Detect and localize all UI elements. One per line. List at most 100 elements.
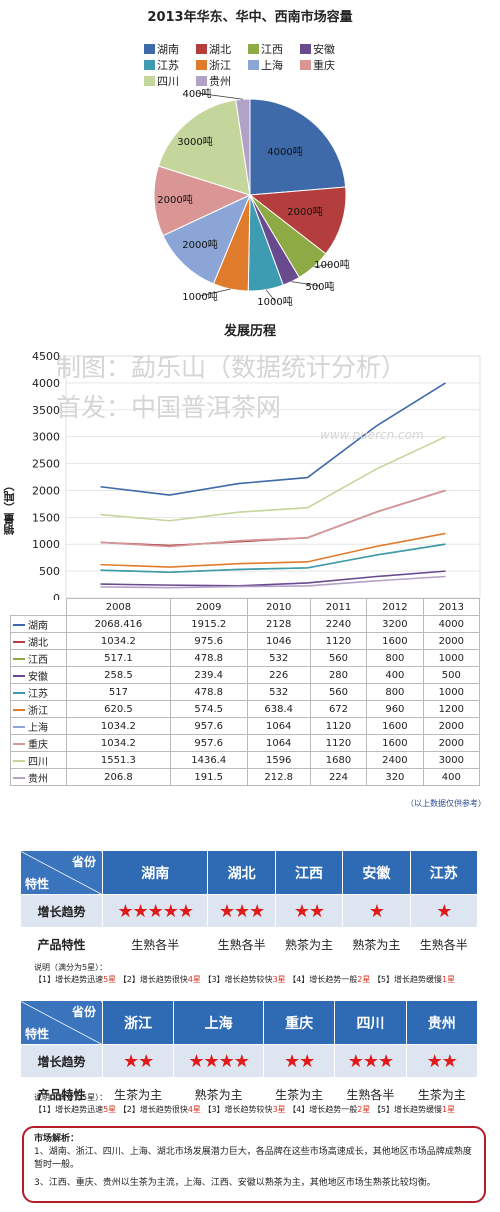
table-cell: 1120 [309, 632, 368, 650]
table-cell: 191.5 [169, 768, 248, 786]
growth-stars: ★★ [262, 1044, 336, 1078]
series-line [100, 575, 446, 589]
pie-leader-line [196, 92, 243, 100]
series-line [100, 570, 446, 587]
x-tick-label: 2011 [309, 598, 368, 616]
legend-label: 湖南 [157, 43, 179, 56]
series-line [100, 532, 446, 568]
star-legend-item: 【5】增长趋势缓慢1星 [373, 1105, 455, 1114]
table-row: 四川 1551.3 1436.4 1596 1680 2400 3000 [10, 751, 481, 769]
star-legend-item: 【2】增长趋势很快4星 [119, 975, 204, 984]
growth-stars: ★★ [274, 894, 344, 928]
star-legend-item: 【3】增长趋势较快3星 [203, 1105, 288, 1114]
table-cell: 560 [309, 649, 368, 667]
table-corner [10, 598, 67, 616]
legend-item: 浙江 [196, 58, 248, 74]
series-swatch [13, 708, 25, 711]
province-header: 湖南 [101, 850, 209, 895]
legend-item: 江西 [248, 42, 300, 58]
table-cell: 258.5 [66, 666, 171, 684]
star-legend-count: 3星 [272, 1105, 286, 1114]
province-header: 四川 [334, 1000, 407, 1045]
table-row: 江苏 517 478.8 532 560 800 1000 [10, 683, 481, 701]
series-label: 江西 [10, 649, 67, 667]
growth-row-label: 增长趋势 [20, 1044, 103, 1078]
pie-slice-label: 500吨 [305, 280, 334, 293]
watermark-author: 制图：勐乐山（数据统计分析） [56, 353, 407, 382]
product-type: 生茶为主 [101, 1077, 175, 1111]
analysis-point-1: 1、湖南、浙江、四川、上海、湖北市场发展潜力巨大，各品牌在这些市场高速成长，其他… [34, 1147, 472, 1170]
series-label: 浙江 [10, 700, 67, 718]
series-label: 江苏 [10, 683, 67, 701]
type-row-label: 产品特性 [20, 1077, 103, 1111]
table-cell: 1034.2 [66, 632, 171, 650]
table-row: 安徽 258.5 239.4 226 280 400 500 [10, 666, 481, 684]
table-row: 上海 1034.2 957.6 1064 1120 1600 2000 [10, 717, 481, 735]
pie-slice-label: 2000吨 [287, 205, 322, 218]
series-label: 贵州 [10, 768, 67, 786]
trait-table-2: 省份 特性 浙江 上海 重庆 四川 贵州 增长趋势 ★★ ★★★★ ★★ ★★★ ★★ 产品特性 生茶为主熟… [20, 1000, 479, 1111]
pie-chart-title: 2013年华东、华中、西南市场容量 [147, 10, 353, 25]
table-cell: 400 [422, 768, 481, 786]
growth-stars: ★ [409, 894, 479, 928]
province-header: 江西 [274, 850, 344, 895]
growth-row: 增长趋势 ★★ ★★★★ ★★ ★★★ ★★ [20, 1044, 479, 1078]
analysis-point-2: 3、江西、重庆、贵州以生茶为主流，上海、江西、安徽以熟茶为主，其他地区市场生熟茶… [34, 1178, 436, 1188]
legend-swatch [248, 44, 259, 54]
table-cell: 800 [366, 649, 424, 667]
data-table: 2008 2009 2010 2011 2012 2013 湖南 2068.416 1915.2… [10, 598, 481, 786]
province-header: 江苏 [409, 850, 479, 895]
table-cell: 957.6 [169, 717, 248, 735]
star-legend-item: 【3】增长趋势较快3星 [203, 975, 288, 984]
series-line [100, 489, 446, 548]
x-tick-label: 2008 [66, 598, 171, 616]
table-cell: 960 [366, 700, 424, 718]
table-cell: 1034.2 [66, 734, 171, 752]
star-legend-item: 【5】增长趋势缓慢1星 [373, 975, 455, 984]
series-swatch [13, 674, 25, 677]
legend-swatch [196, 44, 207, 54]
table-cell: 1680 [309, 751, 368, 769]
star-legend-text: 【5】增长趋势缓慢 [372, 1105, 443, 1114]
series-swatch [13, 776, 25, 779]
corner-cell: 省份 特性 [20, 850, 103, 895]
table-cell: 1046 [246, 632, 311, 650]
legend-item: 四川 [144, 74, 196, 90]
x-tick-label: 2009 [169, 598, 248, 616]
pie-leader-line [199, 288, 231, 297]
series-name: 重庆 [28, 739, 48, 751]
table-cell: 1551.3 [66, 751, 171, 769]
star-legend-count: 5星 [103, 975, 117, 984]
table-cell: 1000 [422, 649, 481, 667]
legend-item: 湖北 [196, 42, 248, 58]
star-legend-text: 【4】增长趋势一般 [288, 1105, 358, 1114]
legend-item: 江苏 [144, 58, 196, 74]
legend-label: 重庆 [313, 59, 335, 72]
y-tick-label: 1000 [32, 538, 60, 551]
table-cell: 2000 [422, 734, 481, 752]
star-legend-text: 【2】增长趋势很快 [118, 1105, 188, 1114]
x-tick-label: 2013 [422, 598, 481, 616]
table-cell: 1600 [366, 632, 424, 650]
table-cell: 224 [309, 768, 368, 786]
corner-province-label: 省份 [71, 1005, 96, 1019]
growth-stars: ★★★★ [173, 1044, 264, 1078]
pie-leader-line [265, 289, 276, 302]
star-legend-text: 【1】增长趋势迅速 [34, 975, 104, 984]
legend-item: 重庆 [300, 58, 352, 74]
series-line [100, 543, 446, 574]
table-cell: 478.8 [169, 649, 248, 667]
growth-stars: ★★ [101, 1044, 175, 1078]
series-name: 上海 [28, 722, 48, 734]
star-legend-item: 【4】增长趋势一般2星 [288, 975, 373, 984]
x-tick-label: 2012 [366, 598, 424, 616]
table-cell: 517 [66, 683, 171, 701]
table-cell: 574.5 [169, 700, 248, 718]
legend-swatch [144, 60, 155, 70]
table-cell: 638.4 [246, 700, 311, 718]
y-tick-label: 4000 [32, 377, 60, 390]
table-header-row: 2008 2009 2010 2011 2012 2013 [10, 598, 481, 616]
series-label: 湖北 [10, 632, 67, 650]
corner-cell: 省份 特性 [20, 1000, 103, 1045]
product-type: 生熟各半 [101, 927, 209, 961]
